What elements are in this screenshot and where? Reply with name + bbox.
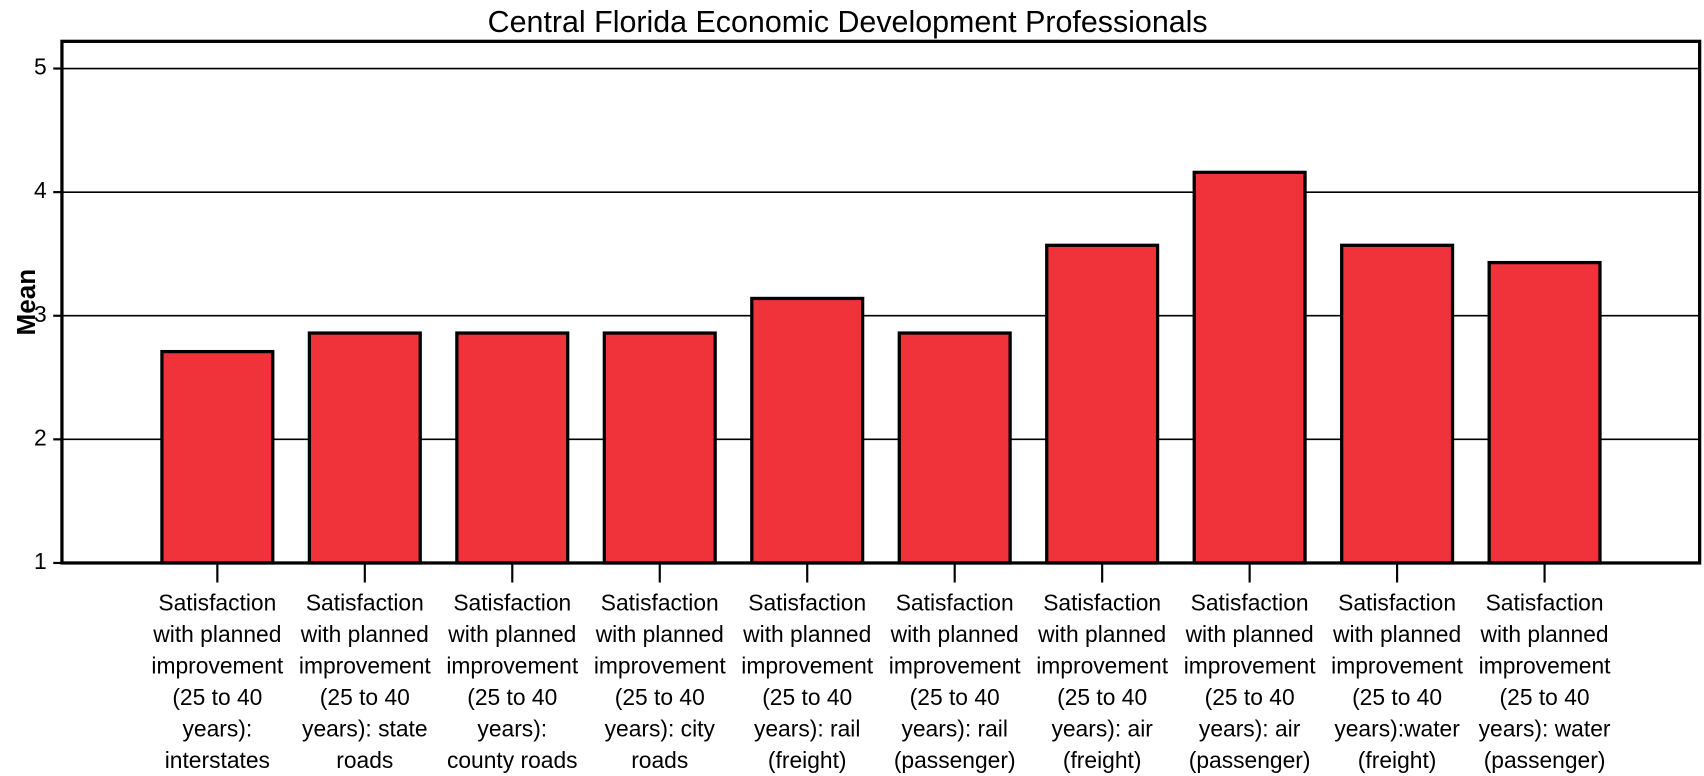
x-tick-label-line: Satisfaction: [1338, 589, 1456, 615]
x-tick-label-line: (25 to 40: [320, 684, 410, 710]
bar: [1045, 243, 1160, 565]
x-tick-label: Satisfaction with planned improvement (25 t…: [889, 589, 1022, 773]
x-tick-label-line: years): state: [302, 715, 428, 741]
x-tick-label-line: with planned: [1185, 621, 1314, 647]
y-tick-label: 1: [34, 548, 47, 574]
x-tick-label: Satisfaction with planned improvement (25 t…: [299, 589, 432, 773]
x-tick-label-line: improvement: [1479, 652, 1612, 678]
x-tick-label-line: (25 to 40: [615, 684, 705, 710]
x-tick-label-line: improvement: [889, 652, 1022, 678]
x-tick-label-line: years):water: [1334, 715, 1460, 741]
x-tick-label-line: (25 to 40: [172, 684, 262, 710]
x-tick-label: Satisfaction with planned improvement (25 t…: [1184, 589, 1317, 773]
x-tick-label-line: (25 to 40: [762, 684, 852, 710]
x-tick-label-line: with planned: [1480, 621, 1609, 647]
x-tick-label-line: years): water: [1479, 715, 1611, 741]
x-tick-label-line: (25 to 40: [1057, 684, 1147, 710]
bar: [160, 349, 275, 565]
bar: [1340, 243, 1455, 565]
x-tick-label-line: (25 to 40: [1205, 684, 1295, 710]
x-tick-label-line: Satisfaction: [601, 589, 719, 615]
x-tick-label-line: improvement: [446, 652, 579, 678]
x-tick-label-line: years):: [182, 715, 252, 741]
x-tick-label: Satisfaction with planned improvement (25 t…: [1479, 589, 1612, 773]
x-tick-label-line: (25 to 40: [1500, 684, 1590, 710]
x-tick-label-line: Satisfaction: [896, 589, 1014, 615]
x-tick-label-line: years): air: [1199, 715, 1301, 741]
x-tick-label-line: (freight): [1358, 747, 1437, 773]
x-tick-label-line: with planned: [742, 621, 871, 647]
y-tick-label: 4: [34, 177, 47, 203]
x-tick-label-line: (freight): [1063, 747, 1142, 773]
bar: [750, 296, 865, 565]
x-tick-label-line: years): rail: [754, 715, 860, 741]
bar: [1192, 170, 1307, 565]
y-axis-label: Mean: [11, 269, 41, 336]
x-tick-label-line: roads: [336, 747, 393, 773]
x-tick-label-line: improvement: [1331, 652, 1464, 678]
x-tick-label-line: improvement: [1184, 652, 1317, 678]
x-tick-label-line: (passenger): [1189, 747, 1311, 773]
x-tick-label-line: years):: [477, 715, 547, 741]
bar: [897, 331, 1012, 565]
x-tick-label-line: (25 to 40: [910, 684, 1000, 710]
chart-title: Central Florida Economic Development Pro…: [488, 5, 1208, 39]
x-tick-label: Satisfaction with planned improvement (25 t…: [741, 589, 874, 773]
x-tick-label-line: Satisfaction: [1191, 589, 1309, 615]
x-tick-label-line: Satisfaction: [158, 589, 276, 615]
x-tick-label-line: (passenger): [1484, 747, 1606, 773]
x-tick-label: Satisfaction with planned improvement (25 t…: [1331, 589, 1464, 773]
x-tick-label-line: years): city: [605, 715, 716, 741]
x-tick-label-line: improvement: [1036, 652, 1169, 678]
x-tick-label-line: improvement: [741, 652, 874, 678]
x-tick-label-line: Satisfaction: [1043, 589, 1161, 615]
x-tick-label-line: county roads: [447, 747, 578, 773]
y-tick-label: 2: [34, 424, 47, 450]
x-tick-label-line: interstates: [165, 747, 270, 773]
x-tick-label-line: with planned: [1037, 621, 1166, 647]
x-tick-label-line: (25 to 40: [467, 684, 557, 710]
x-tick-label-line: Satisfaction: [1486, 589, 1604, 615]
x-tick-label: Satisfaction with planned improvement (25 t…: [594, 589, 727, 773]
x-tick-label-line: years): rail: [901, 715, 1007, 741]
x-tick-label-line: with planned: [152, 621, 281, 647]
x-tick-label-line: Satisfaction: [306, 589, 424, 615]
x-tick-label: Satisfaction with planned improvement (25 t…: [446, 589, 579, 773]
x-tick-label-line: with planned: [447, 621, 576, 647]
x-tick-label: Satisfaction with planned improvement (25 t…: [151, 589, 284, 773]
x-tick-label-line: with planned: [890, 621, 1019, 647]
x-tick-label-line: (25 to 40: [1352, 684, 1442, 710]
y-tick-label: 3: [34, 301, 47, 327]
x-tick-label-line: with planned: [1332, 621, 1461, 647]
bar: [1487, 260, 1602, 565]
bar: [307, 331, 422, 565]
x-tick-label-line: improvement: [594, 652, 727, 678]
x-tick-label-line: improvement: [151, 652, 284, 678]
plot-frame: [60, 39, 1702, 565]
x-tick-label-line: with planned: [595, 621, 724, 647]
x-tick-label-line: improvement: [299, 652, 432, 678]
y-tick-label: 5: [34, 54, 47, 80]
x-tick-label-line: (freight): [768, 747, 847, 773]
x-tick-label-line: roads: [631, 747, 688, 773]
bar: [455, 331, 570, 565]
x-tick-label: Satisfaction with planned improvement (25 t…: [1036, 589, 1169, 773]
x-tick-label-line: Satisfaction: [748, 589, 866, 615]
x-tick-label-line: years): air: [1051, 715, 1153, 741]
x-tick-label-line: Satisfaction: [453, 589, 571, 615]
bar: [602, 331, 717, 565]
x-tick-label-line: with planned: [300, 621, 429, 647]
x-tick-label-line: (passenger): [894, 747, 1016, 773]
